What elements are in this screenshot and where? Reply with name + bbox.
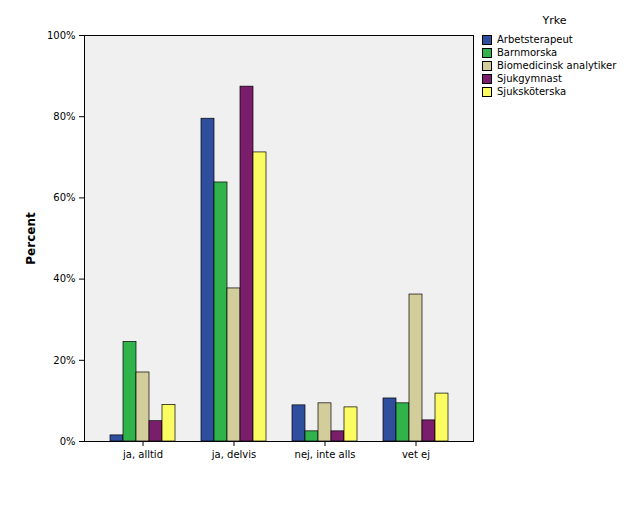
svg-text:40%: 40%	[53, 273, 75, 284]
svg-text:ja, alltid: ja, alltid	[122, 449, 163, 460]
html-text:Sjuksköterska: Sjuksköterska	[497, 86, 567, 97]
svg-text:vet ej: vet ej	[402, 449, 430, 460]
html-text:Barnmorska: Barnmorska	[497, 47, 558, 58]
html-text:Sjukgymnast: Sjukgymnast	[497, 73, 562, 84]
html-text:Arbetsterapeut: Arbetsterapeut	[497, 34, 573, 45]
svg-text:100%: 100%	[47, 30, 76, 41]
html-text:Biomedicinsk analytiker: Biomedicinsk analytiker	[497, 60, 617, 71]
html-text:Yrke: Yrke	[542, 14, 567, 27]
svg-text:80%: 80%	[53, 111, 75, 122]
svg-text:Percent: Percent	[24, 212, 38, 265]
svg-text:60%: 60%	[53, 192, 75, 203]
svg-text:ja, delvis: ja, delvis	[211, 449, 256, 460]
svg-text:20%: 20%	[53, 355, 75, 366]
svg-text:0%: 0%	[60, 436, 76, 447]
svg-text:nej, inte alls: nej, inte alls	[295, 449, 356, 460]
